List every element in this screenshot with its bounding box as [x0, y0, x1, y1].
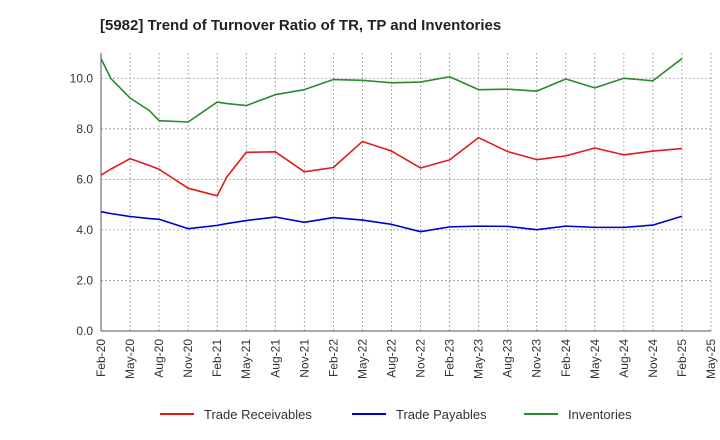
y-tick-label: 10.0	[70, 71, 94, 85]
x-tick-label: Feb-24	[559, 339, 573, 377]
legend-label-inventories: Inventories	[568, 407, 632, 422]
y-tick-label: 2.0	[76, 273, 93, 287]
y-tick-label: 8.0	[76, 122, 93, 136]
x-tick-label: Feb-20	[94, 339, 108, 377]
axes	[100, 53, 711, 332]
x-tick-label: Nov-21	[297, 339, 311, 378]
y-tick-label: 0.0	[76, 324, 93, 338]
x-tick-label: Aug-21	[268, 339, 282, 378]
chart-title: [5982] Trend of Turnover Ratio of TR, TP…	[100, 17, 501, 34]
legend-label-trade-payables: Trade Payables	[396, 407, 487, 422]
x-tick-label: Feb-23	[443, 339, 457, 377]
y-tick-label: 6.0	[76, 172, 93, 186]
x-tick-label: Nov-22	[414, 339, 428, 378]
x-axis-ticks: Feb-20 May-20 Aug-20 Nov-20 Feb-21 May-21 Aug-…	[94, 339, 718, 379]
x-tick-label: May-23	[472, 339, 486, 379]
x-tick-label: May-20	[123, 339, 137, 379]
series-lines	[100, 57, 683, 233]
x-tick-label: Nov-23	[530, 339, 544, 378]
y-axis-ticks: 0.0 2.0 4.0 6.0 8.0 10.0	[70, 71, 94, 338]
x-tick-label: May-21	[239, 339, 253, 379]
x-tick-label: Aug-24	[617, 339, 631, 378]
x-tick-label: Nov-20	[181, 339, 195, 378]
x-tick-label: Feb-22	[326, 339, 340, 377]
x-tick-label: May-22	[355, 339, 369, 379]
series-line-inventories	[100, 57, 683, 123]
x-tick-label: Feb-21	[210, 339, 224, 377]
x-tick-label: Aug-22	[384, 339, 398, 378]
plot-area	[101, 53, 711, 331]
series-line-trade-receivables	[100, 136, 683, 197]
y-tick-label: 4.0	[76, 223, 93, 237]
x-tick-label: Aug-23	[501, 339, 515, 378]
series-line-trade-payables	[100, 210, 683, 233]
legend: Trade Receivables Trade Payables Inventori…	[160, 407, 632, 422]
x-tick-label: Nov-24	[646, 339, 660, 378]
x-tick-label: May-24	[588, 339, 602, 379]
x-tick-label: Feb-25	[675, 339, 689, 377]
legend-label-trade-receivables: Trade Receivables	[204, 407, 312, 422]
x-tick-label: May-25	[704, 339, 718, 379]
x-tick-label: Aug-20	[152, 339, 166, 378]
gridlines	[101, 53, 712, 331]
